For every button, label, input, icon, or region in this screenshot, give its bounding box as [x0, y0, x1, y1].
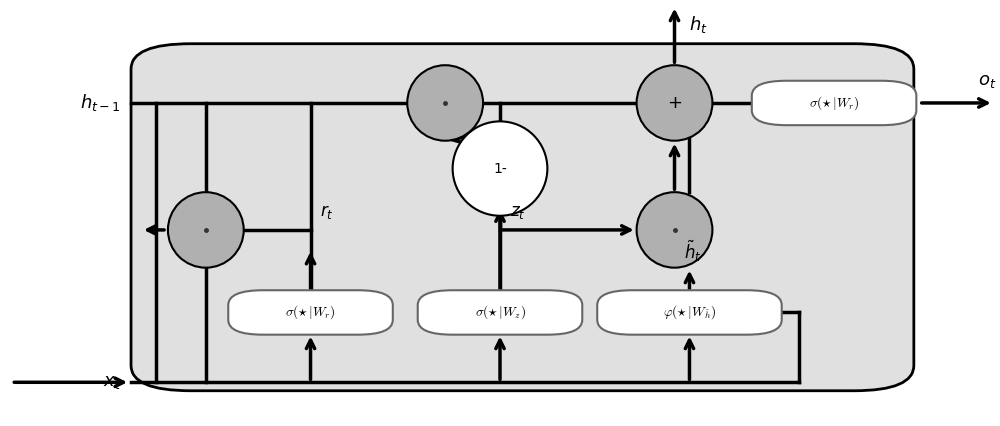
Ellipse shape	[453, 121, 547, 216]
Text: $h_{t-1}$: $h_{t-1}$	[80, 92, 121, 113]
FancyBboxPatch shape	[752, 81, 916, 125]
FancyBboxPatch shape	[597, 290, 782, 335]
Text: $\sigma(\star\,|W_z)$: $\sigma(\star\,|W_z)$	[475, 304, 525, 321]
FancyBboxPatch shape	[228, 290, 393, 335]
Ellipse shape	[168, 192, 244, 268]
Text: $\tilde{h}_t$: $\tilde{h}_t$	[684, 239, 702, 264]
Ellipse shape	[407, 65, 483, 141]
Text: $\varphi(\star\,|W_{\tilde{h}})$: $\varphi(\star\,|W_{\tilde{h}})$	[663, 304, 716, 321]
Text: 1-: 1-	[493, 161, 507, 176]
Text: $z_t$: $z_t$	[510, 204, 526, 222]
FancyBboxPatch shape	[131, 44, 914, 391]
Text: $o_t$: $o_t$	[978, 72, 997, 90]
Ellipse shape	[637, 192, 712, 268]
Ellipse shape	[637, 65, 712, 141]
FancyBboxPatch shape	[418, 290, 582, 335]
Text: +: +	[667, 94, 682, 112]
Text: $h_t$: $h_t$	[689, 14, 708, 35]
Text: $r_t$: $r_t$	[320, 204, 334, 222]
Text: $\sigma(\star\,|W_r)$: $\sigma(\star\,|W_r)$	[809, 94, 859, 112]
Text: $\sigma(\star\,|W_r)$: $\sigma(\star\,|W_r)$	[285, 304, 336, 321]
Text: $x_t$: $x_t$	[103, 373, 121, 391]
